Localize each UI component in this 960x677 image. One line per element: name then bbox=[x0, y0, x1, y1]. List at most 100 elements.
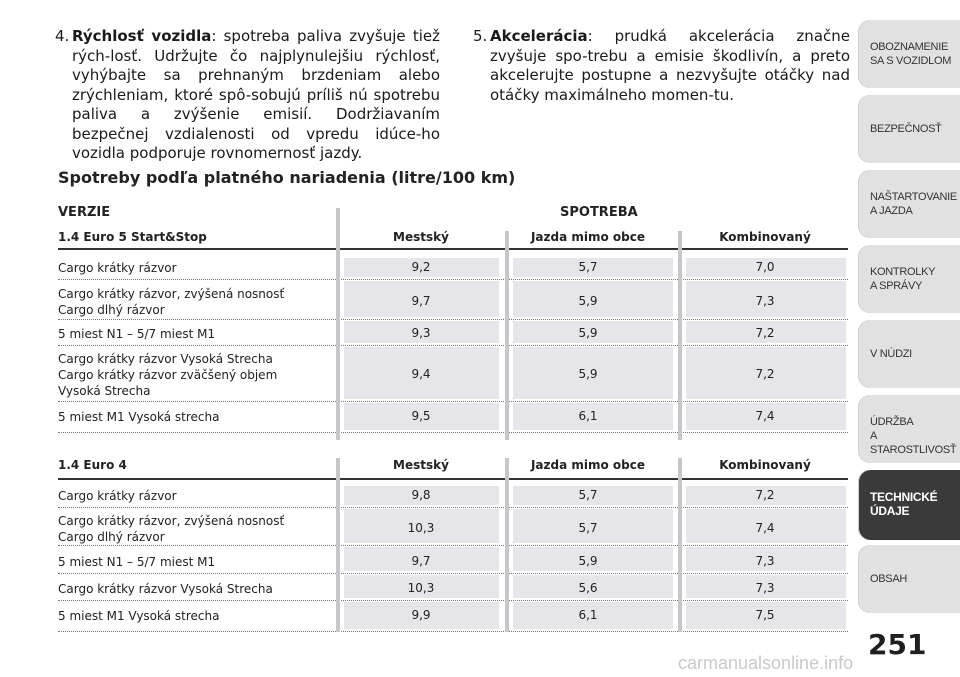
row-separator bbox=[58, 545, 848, 546]
column-divider bbox=[678, 458, 682, 632]
value-cell-combined: 7,3 bbox=[755, 554, 775, 568]
cell-shade bbox=[513, 486, 673, 505]
tab-label: NAŠTARTOVANIE A JAZDA bbox=[870, 191, 957, 217]
cell-shade bbox=[344, 281, 499, 317]
column-header: Jazda mimo obce bbox=[530, 230, 646, 244]
column-divider bbox=[505, 231, 509, 440]
tab-label: V NÚDZI bbox=[870, 348, 912, 360]
value-cell-combined: 7,2 bbox=[755, 367, 775, 381]
cell-shade bbox=[686, 321, 846, 343]
versions-header: VERZIE bbox=[58, 205, 111, 220]
row-label: Cargo krátky rázvor, zvýšená nosnosť Car… bbox=[58, 287, 285, 317]
row-label: 5 miest N1 – 5/7 miest M1 bbox=[58, 327, 216, 341]
tab-label: BEZPEČNOSŤ bbox=[870, 123, 942, 135]
row-separator bbox=[58, 345, 848, 346]
cell-shade bbox=[344, 575, 499, 598]
paragraph-body: : spotreba paliva zvyšuje tiež rých-losť… bbox=[72, 27, 440, 162]
value-cell-extra: 5,7 bbox=[578, 488, 598, 502]
column-header: Kombinovaný bbox=[719, 230, 811, 244]
value-cell-extra: 5,7 bbox=[578, 521, 598, 535]
tab-chapter[interactable]: BEZPEČNOSŤ bbox=[858, 95, 960, 163]
cell-shade bbox=[513, 602, 673, 629]
row-label: Cargo krátky rázvor bbox=[58, 261, 177, 275]
tab-chapter[interactable]: OBOZNAMENIE SA S VOZIDLOM bbox=[858, 20, 960, 88]
row-label: Cargo krátky rázvor Vysoká Strecha Cargo… bbox=[58, 352, 278, 398]
cell-shade bbox=[513, 547, 673, 571]
paragraph-body: : prudká akcelerácia značne zvyšuje spo-… bbox=[490, 27, 850, 104]
tab-chapter[interactable]: ÚDRŽBA A STAROSTLIVOSŤ bbox=[858, 395, 960, 463]
value-cell-city: 10,3 bbox=[407, 581, 435, 595]
paragraph-acceleration: 5. Akcelerácia: prudká akcelerácia značn… bbox=[473, 27, 850, 105]
value-cell-city: 9,7 bbox=[411, 554, 431, 568]
tab-chapter[interactable]: TECHNICKÉ ÚDAJE bbox=[858, 470, 960, 540]
engine-header: 1.4 Euro 4 bbox=[58, 458, 127, 472]
value-cell-extra: 5,6 bbox=[578, 581, 598, 595]
cell-shade bbox=[686, 486, 846, 505]
value-cell-city: 9,4 bbox=[411, 367, 431, 381]
value-cell-combined: 7,2 bbox=[755, 326, 775, 340]
cell-shade bbox=[686, 509, 846, 543]
header-rule bbox=[58, 478, 848, 480]
cell-shade bbox=[513, 281, 673, 317]
column-header: Mestský bbox=[393, 230, 449, 244]
column-divider bbox=[336, 458, 340, 632]
value-cell-combined: 7,3 bbox=[755, 294, 775, 308]
cell-shade bbox=[513, 403, 673, 430]
tab-chapter[interactable]: V NÚDZI bbox=[858, 320, 960, 388]
cell-shade bbox=[513, 347, 673, 399]
row-separator bbox=[58, 507, 848, 508]
cell-shade bbox=[344, 321, 499, 343]
value-cell-combined: 7,2 bbox=[755, 488, 775, 502]
cell-shade bbox=[686, 258, 846, 277]
tab-label: ÚDRŽBA A STAROSTLIVOSŤ bbox=[870, 416, 957, 456]
row-separator bbox=[58, 401, 848, 402]
cell-shade bbox=[513, 321, 673, 343]
row-label: 5 miest M1 Vysoká strecha bbox=[58, 410, 220, 424]
page-number: 251 bbox=[868, 628, 927, 661]
cell-shade bbox=[344, 403, 499, 430]
paragraph-number: 5. bbox=[473, 27, 488, 45]
paragraph-lead: Akcelerácia bbox=[490, 27, 588, 45]
tab-label: OBSAH bbox=[870, 573, 908, 585]
cell-shade bbox=[344, 486, 499, 505]
value-cell-combined: 7,4 bbox=[755, 521, 775, 535]
value-cell-extra: 6,1 bbox=[578, 608, 598, 622]
cell-shade bbox=[686, 602, 846, 629]
value-cell-combined: 7,5 bbox=[755, 608, 775, 622]
row-separator bbox=[58, 600, 848, 601]
tab-chapter[interactable]: OBSAH bbox=[858, 545, 960, 613]
cell-shade bbox=[513, 258, 673, 277]
value-cell-city: 9,2 bbox=[411, 260, 431, 274]
engine-header: 1.4 Euro 5 Start&Stop bbox=[58, 230, 207, 244]
cell-shade bbox=[686, 575, 846, 598]
value-cell-city: 9,8 bbox=[411, 488, 431, 502]
row-label: Cargo krátky rázvor bbox=[58, 489, 177, 503]
value-cell-city: 10,3 bbox=[407, 521, 435, 535]
tab-chapter[interactable]: NAŠTARTOVANIE A JAZDA bbox=[858, 170, 960, 238]
cell-shade bbox=[686, 347, 846, 399]
consumption-header: SPOTREBA bbox=[560, 205, 638, 220]
column-divider bbox=[505, 458, 509, 632]
value-cell-extra: 5,9 bbox=[578, 326, 598, 340]
paragraph-lead: Rýchlosť vozidla bbox=[72, 27, 212, 45]
watermark: carmanualsonline.info bbox=[678, 653, 854, 673]
value-cell-extra: 5,7 bbox=[578, 260, 598, 274]
value-cell-combined: 7,3 bbox=[755, 581, 775, 595]
tab-label: TECHNICKÉ ÚDAJE bbox=[870, 490, 938, 518]
cell-shade bbox=[344, 602, 499, 629]
row-separator bbox=[58, 631, 848, 632]
value-cell-extra: 5,9 bbox=[578, 554, 598, 568]
row-label: Cargo krátky rázvor, zvýšená nosnosť Car… bbox=[58, 514, 285, 544]
tab-label: OBOZNAMENIE SA S VOZIDLOM bbox=[870, 41, 952, 67]
column-divider bbox=[336, 208, 340, 440]
header-rule bbox=[58, 248, 848, 250]
value-cell-city: 9,3 bbox=[411, 326, 431, 340]
tab-chapter[interactable]: KONTROLKY A SPRÁVY bbox=[858, 245, 960, 313]
row-label: 5 miest N1 – 5/7 miest M1 bbox=[58, 555, 216, 569]
row-label: Cargo krátky rázvor Vysoká Strecha bbox=[58, 582, 273, 596]
value-cell-extra: 5,9 bbox=[578, 294, 598, 308]
cell-shade bbox=[344, 258, 499, 277]
cell-shade bbox=[344, 347, 499, 399]
cell-shade bbox=[686, 403, 846, 430]
column-header: Jazda mimo obce bbox=[530, 458, 646, 472]
